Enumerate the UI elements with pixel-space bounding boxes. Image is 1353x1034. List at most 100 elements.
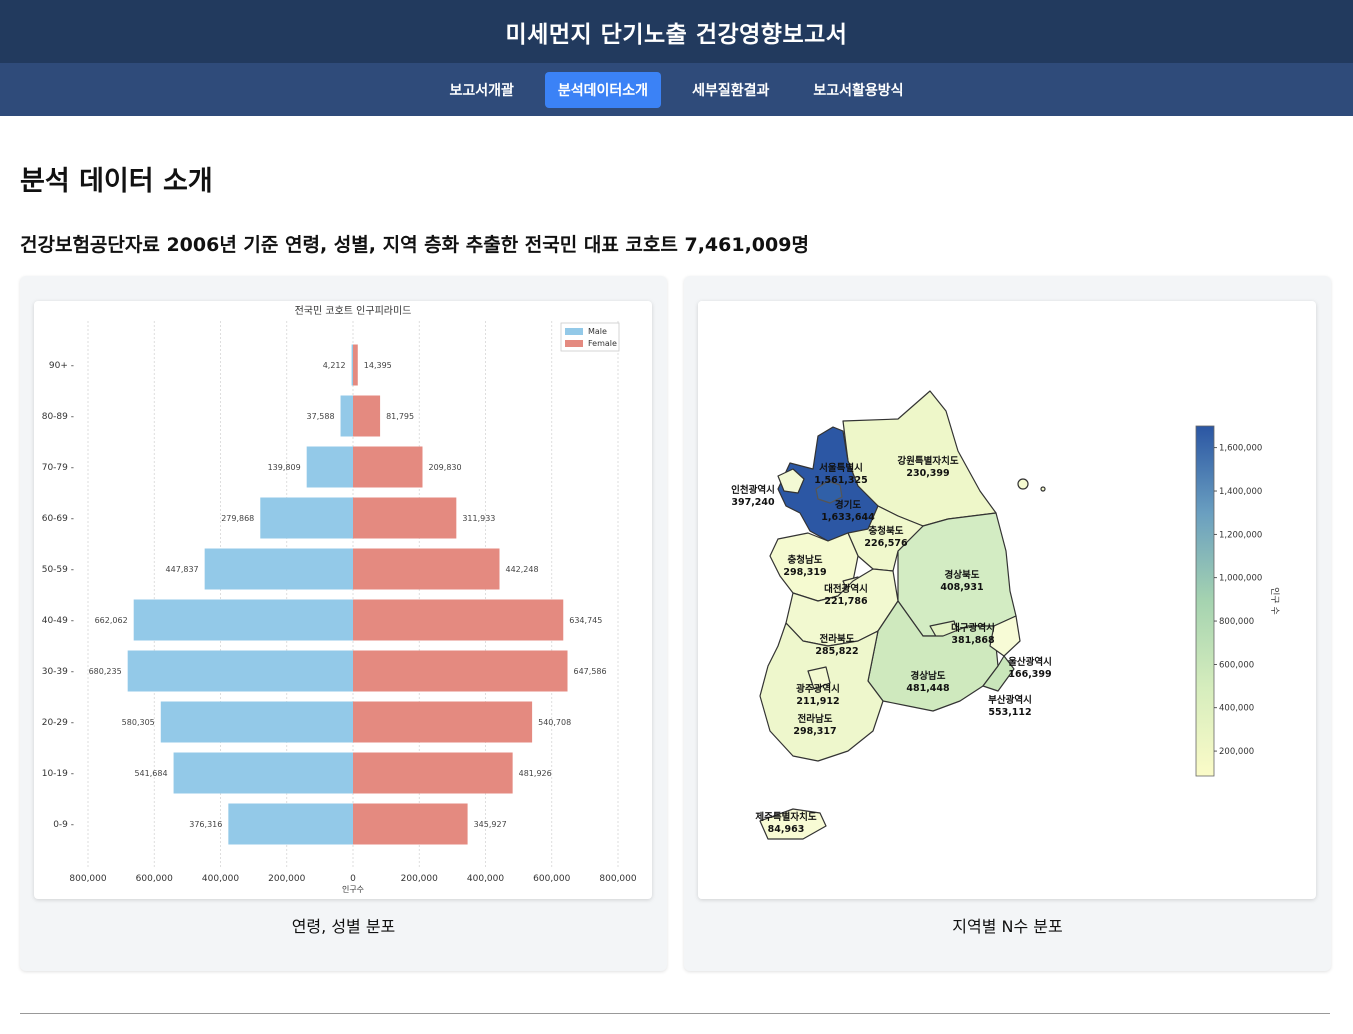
y-tick-label: 90+ - [49, 361, 74, 371]
region-value-label: 84,963 [768, 824, 805, 835]
nav-item-disease-results[interactable]: 세부질환결과 [692, 82, 770, 99]
region-value-label: 553,112 [988, 707, 1031, 718]
female-value-label: 634,745 [569, 616, 602, 625]
app-header: 미세먼지 단기노출 건강영향보고서 [0, 0, 1353, 63]
region-value-label: 1,561,325 [814, 475, 868, 486]
y-tick-label: 10-19 - [42, 769, 74, 779]
bar-male [228, 803, 353, 845]
bar-female [353, 752, 513, 794]
region-value-label: 481,448 [906, 683, 950, 694]
region-value-label: 1,633,644 [821, 512, 875, 523]
y-tick-label: 80-89 - [42, 412, 74, 422]
app-title: 미세먼지 단기노출 건강영향보고서 [505, 21, 848, 48]
bar-male [127, 650, 354, 692]
x-tick-label: 800,000 [599, 874, 636, 884]
bar-male [160, 701, 353, 743]
pyramid-figure: 전국민 코호트 인구피라미드 4,212 14,395 37,588 81,795 13… [34, 301, 652, 899]
region-name-label: 인천광역시 [731, 484, 775, 496]
colorbar-axis-label: 인구 수 [1269, 587, 1280, 615]
x-axis-label: 인구수 [342, 884, 364, 894]
region-value-label: 298,317 [793, 726, 836, 737]
nav-item-overview[interactable]: 보고서개괄 [449, 82, 514, 99]
bar-male [351, 344, 353, 386]
bar-male [306, 446, 353, 488]
male-value-label: 541,684 [134, 769, 167, 778]
x-tick-label: 600,000 [136, 874, 173, 884]
region-shape-busan [982, 655, 1015, 692]
male-value-label: 680,235 [89, 667, 122, 676]
y-tick-label: 60-69 - [42, 514, 74, 524]
x-tick-label: 800,000 [69, 874, 106, 884]
region-name-label: 강원특별자치도 [897, 455, 958, 467]
y-tick-label: 30-39 - [42, 667, 74, 677]
bar-female [353, 446, 423, 488]
region-value-label: 397,240 [731, 497, 775, 508]
male-value-label: 139,809 [268, 463, 301, 472]
female-value-label: 14,395 [364, 361, 392, 370]
colorbar-gradient [1195, 425, 1215, 777]
bar-female [353, 650, 568, 692]
female-value-label: 442,248 [505, 565, 538, 574]
region-shape-jeonnam [759, 622, 884, 762]
main-content: 분석 데이터 소개 건강보험공단자료 2006년 기준 연령, 성별, 지역 층… [0, 164, 1353, 971]
region-name-label: 대구광역시 [951, 622, 995, 634]
nav-item-usage[interactable]: 보고서활용방식 [813, 82, 904, 99]
male-value-label: 580,305 [122, 718, 155, 727]
x-tick-label: 400,000 [202, 874, 239, 884]
region-name-label: 제주특별자치도 [755, 811, 816, 823]
region-name-label: 경기도 [835, 499, 861, 511]
bar-male [340, 395, 353, 437]
bar-female [353, 803, 468, 845]
region-shape-gwangju [807, 666, 831, 690]
x-tick-label: 600,000 [533, 874, 570, 884]
region-name-label: 부산광역시 [988, 694, 1032, 706]
legend-swatch-male [565, 328, 583, 335]
male-value-label: 376,316 [189, 820, 222, 829]
region-name-label: 충청북도 [869, 525, 904, 537]
map-card: 서울특별시 1,561,325 경기도 1,633,644 인천광역시 397,240 강원… [684, 276, 1331, 971]
region-value-label: 166,399 [1008, 669, 1051, 680]
region-shape-ulleungdo [1017, 478, 1029, 490]
male-value-label: 279,868 [221, 514, 254, 523]
y-tick-label: 70-79 - [42, 463, 74, 473]
chart-legend: Male Female [560, 322, 620, 352]
y-tick-label: 0-9 - [53, 820, 74, 830]
region-value-label: 381,868 [951, 635, 995, 646]
region-name-label: 광주광역시 [796, 683, 840, 695]
x-tick-label: 200,000 [401, 874, 438, 884]
chart-title: 전국민 코호트 인구피라미드 [295, 305, 412, 317]
region-value-label: 230,399 [906, 468, 949, 479]
legend-swatch-female [565, 340, 583, 347]
female-value-label: 345,927 [474, 820, 507, 829]
female-value-label: 647,586 [574, 667, 607, 676]
colorbar-tick-label: 1,400,000 [1219, 487, 1262, 497]
male-value-label: 37,588 [307, 412, 335, 421]
page-title: 분석 데이터 소개 [20, 166, 213, 197]
bar-male [133, 599, 353, 641]
bar-female [353, 344, 358, 386]
legend-label-female: Female [588, 339, 617, 348]
nav-item-data-intro[interactable]: 분석데이터소개 [544, 71, 662, 108]
region-name-label: 전라북도 [820, 633, 855, 645]
region-shape-ulsan [989, 615, 1021, 657]
female-value-label: 81,795 [386, 412, 414, 421]
section-divider [20, 1013, 1330, 1014]
legend-label-male: Male [588, 327, 607, 336]
region-shape-jeju [759, 808, 827, 840]
female-value-label: 481,926 [519, 769, 552, 778]
region-value-label: 221,786 [824, 596, 868, 607]
pyramid-card: 전국민 코호트 인구피라미드 4,212 14,395 37,588 81,795 13… [20, 276, 667, 971]
main-nav: 보고서개괄 분석데이터소개 세부질환결과 보고서활용방식 [0, 63, 1353, 116]
region-name-label: 충청남도 [788, 554, 823, 566]
x-tick-label: 200,000 [268, 874, 305, 884]
bar-female [353, 599, 564, 641]
male-value-label: 4,212 [323, 361, 346, 370]
y-tick-label: 50-59 - [42, 565, 74, 575]
colorbar-tick-label: 800,000 [1219, 617, 1254, 627]
region-name-label: 경상북도 [945, 569, 980, 581]
male-value-label: 447,837 [166, 565, 199, 574]
region-shape-seoul [815, 480, 843, 504]
region-name-label: 경상남도 [911, 670, 946, 682]
region-shape-incheon [777, 468, 805, 494]
